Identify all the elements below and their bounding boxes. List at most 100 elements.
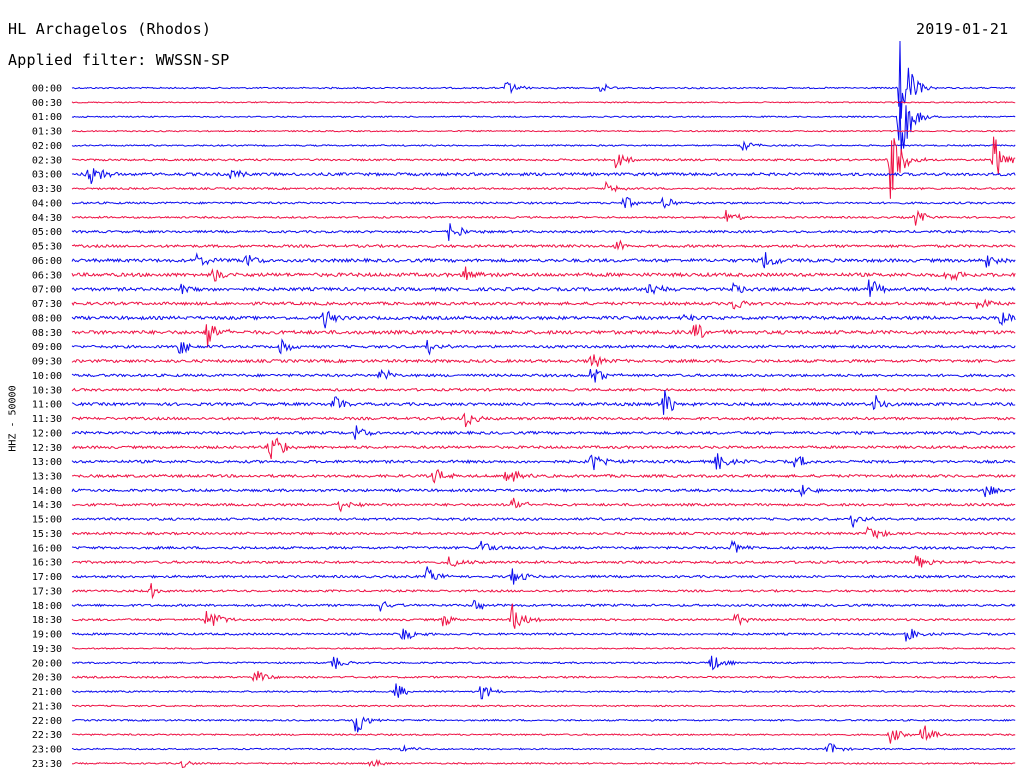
station-title: HL Archagelos (Rhodos) xyxy=(8,20,212,38)
seismic-trace-row xyxy=(71,298,1016,310)
row-time-label: 07:00 xyxy=(32,285,62,296)
row-time-label: 23:00 xyxy=(32,745,62,756)
row-time-label: 22:30 xyxy=(32,730,62,741)
row-time-label: 21:00 xyxy=(32,687,62,698)
seismic-trace-row xyxy=(71,101,1016,154)
seismic-trace-row xyxy=(71,266,1016,282)
seismic-trace-row xyxy=(71,716,1016,733)
row-time-label: 10:30 xyxy=(32,385,62,396)
row-time-label: 21:30 xyxy=(32,701,62,712)
row-time-label: 20:30 xyxy=(32,673,62,684)
seismic-trace-row xyxy=(71,655,1016,671)
seismic-trace-row xyxy=(71,437,1016,460)
seismic-trace-row xyxy=(71,484,1016,498)
seismic-trace-row xyxy=(71,354,1016,367)
seismic-trace-row xyxy=(71,412,1016,428)
seismic-trace-row xyxy=(71,758,1016,769)
row-time-label: 10:00 xyxy=(32,371,62,382)
seismic-trace-row xyxy=(71,497,1016,513)
row-time-label: 08:00 xyxy=(32,313,62,324)
seismic-trace-row xyxy=(71,670,1016,683)
seismic-trace-row xyxy=(71,628,1016,642)
row-time-label: 08:30 xyxy=(32,328,62,339)
row-time-label: 19:30 xyxy=(32,644,62,655)
seismic-trace-row xyxy=(71,683,1016,700)
row-time-label: 02:00 xyxy=(32,141,62,152)
row-time-label: 00:00 xyxy=(32,84,62,95)
seismic-trace-row xyxy=(71,583,1016,600)
seismic-trace-row xyxy=(71,468,1016,484)
seismic-trace-row xyxy=(71,704,1016,708)
seismic-trace-row xyxy=(71,196,1016,209)
row-time-label: 04:30 xyxy=(32,213,62,224)
row-time-label: 03:30 xyxy=(32,184,62,195)
row-time-label: 02:30 xyxy=(32,155,62,166)
seismic-trace-row xyxy=(71,310,1016,329)
seismic-trace-row xyxy=(71,526,1016,540)
row-time-label: 06:30 xyxy=(32,270,62,281)
seismic-trace-row xyxy=(71,425,1016,440)
seismic-trace-row xyxy=(71,136,1016,199)
row-time-label: 01:00 xyxy=(32,112,62,123)
row-time-label: 13:00 xyxy=(32,457,62,468)
row-time-label: 15:30 xyxy=(32,529,62,540)
seismic-trace-row xyxy=(71,129,1016,133)
row-time-label: 17:00 xyxy=(32,572,62,583)
seismic-trace-row xyxy=(71,239,1016,251)
seismic-trace-row xyxy=(71,387,1016,393)
row-time-label: 16:00 xyxy=(32,543,62,554)
seismic-trace-row xyxy=(71,324,1016,348)
row-time-label: 14:00 xyxy=(32,486,62,497)
seismic-trace-row xyxy=(71,390,1016,415)
row-time-label: 00:30 xyxy=(32,98,62,109)
seismic-trace-row xyxy=(71,599,1016,612)
seismic-trace-row xyxy=(71,453,1016,471)
seismic-trace-row xyxy=(71,140,1016,151)
seismic-trace-row xyxy=(71,101,1016,104)
filter-label: Applied filter: WWSSN-SP xyxy=(8,51,230,69)
seismic-trace-row xyxy=(71,566,1016,585)
seismic-trace-row xyxy=(71,743,1016,753)
row-time-label: 03:00 xyxy=(32,170,62,181)
seismic-trace-row xyxy=(71,725,1016,744)
row-time-label: 14:30 xyxy=(32,500,62,511)
seismic-trace-row xyxy=(71,368,1016,383)
seismic-trace-row xyxy=(71,223,1016,241)
row-time-label: 22:00 xyxy=(32,716,62,727)
row-time-label: 01:30 xyxy=(32,127,62,138)
row-time-label: 12:30 xyxy=(32,443,62,454)
seismic-trace-row xyxy=(71,168,1016,184)
row-time-label: 15:00 xyxy=(32,515,62,526)
seismic-trace-row xyxy=(71,603,1016,629)
seismic-trace-row xyxy=(71,539,1016,553)
row-time-label: 07:30 xyxy=(32,299,62,310)
row-time-label: 11:30 xyxy=(32,414,62,425)
row-time-label: 06:00 xyxy=(32,256,62,267)
seismic-trace-row xyxy=(71,180,1016,193)
row-time-label: 09:30 xyxy=(32,357,62,368)
row-time-label: 16:30 xyxy=(32,558,62,569)
seismic-trace-row xyxy=(71,279,1016,297)
row-time-label: 05:30 xyxy=(32,242,62,253)
row-time-label: 09:00 xyxy=(32,342,62,353)
date-label: 2019-01-21 xyxy=(916,20,1009,38)
row-time-label: 11:00 xyxy=(32,400,62,411)
row-time-label: 19:00 xyxy=(32,630,62,641)
seismic-trace-row xyxy=(71,555,1016,568)
row-time-label: 13:30 xyxy=(32,471,62,482)
row-time-label: 18:30 xyxy=(32,615,62,626)
row-time-label: 23:30 xyxy=(32,759,62,770)
row-time-label: 04:00 xyxy=(32,198,62,209)
row-time-label: 12:00 xyxy=(32,428,62,439)
row-time-label: 20:00 xyxy=(32,658,62,669)
seismic-trace-row xyxy=(71,40,1016,119)
seismic-trace-row xyxy=(71,252,1016,269)
seismic-trace-row xyxy=(71,338,1016,356)
row-time-label: 18:00 xyxy=(32,601,62,612)
seismic-trace-row xyxy=(71,515,1016,528)
seismic-trace-row xyxy=(72,647,1016,650)
row-time-label: 17:30 xyxy=(32,586,62,597)
row-time-label: 05:00 xyxy=(32,227,62,238)
seismic-trace-row xyxy=(71,209,1016,226)
